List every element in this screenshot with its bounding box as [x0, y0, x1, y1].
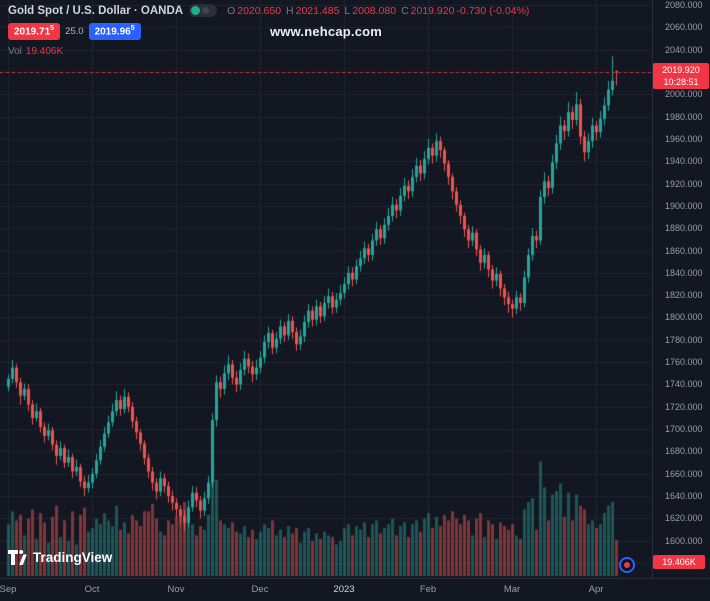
open-value: 2020.650: [237, 4, 282, 17]
toggle-off-dot: [202, 7, 210, 14]
price-tick-label: 1700.000: [665, 424, 703, 435]
tradingview-logo-text: TradingView: [33, 550, 113, 565]
price-tick-label: 1720.000: [665, 401, 703, 412]
series-visibility-toggle[interactable]: [189, 4, 218, 17]
price-tick-label: 1680.000: [665, 446, 703, 457]
price-tick-label: 1660.000: [665, 468, 703, 479]
time-tick-label: 2023: [333, 584, 355, 595]
time-tick-label: Oct: [84, 584, 100, 595]
price-tick-label: 1860.000: [665, 245, 703, 256]
volume-value: 19.406K: [25, 46, 64, 58]
price-tick-label: 1760.000: [665, 357, 703, 368]
price-tick-label: 1640.000: [665, 491, 703, 502]
high-value: 2021.485: [295, 4, 340, 17]
price-tick-label: 2080.000: [665, 0, 703, 10]
price-tick-label: 1820.000: [665, 290, 703, 301]
time-axis[interactable]: Sep Oct Nov Dec 2023 Feb Mar Apr: [0, 578, 710, 601]
low-label: L: [344, 4, 351, 17]
time-tick-label: Apr: [588, 584, 604, 595]
price-tick-label: 2040.000: [665, 44, 703, 55]
price-tick-label: 1620.000: [665, 513, 703, 524]
price-tick-label: 1880.000: [665, 223, 703, 234]
close-label: C: [401, 4, 409, 17]
price-tick-label: 1980.000: [665, 111, 703, 122]
price-tick-label: 1740.000: [665, 379, 703, 390]
price-tick-label: 1940.000: [665, 156, 703, 167]
last-price-tag: 2019.920 10:28:51: [653, 63, 709, 89]
time-tick-label: Nov: [167, 584, 185, 595]
ohlc-values: O 2020.650 H 2021.485 L 2008.080 C 2019.…: [227, 5, 529, 17]
toggle-on-dot: [191, 6, 201, 15]
last-volume-tag: 19.406K: [653, 555, 705, 569]
close-value: 2019.920: [410, 4, 455, 17]
chart-legend: Gold Spot / U.S. Dollar · OANDA O 2020.6…: [8, 4, 529, 57]
price-tick-label: 1600.000: [665, 535, 703, 546]
last-price-value: 2019.920: [662, 65, 700, 75]
time-tick-label: Sep: [0, 584, 17, 595]
broker-status-badge[interactable]: [619, 557, 635, 573]
volume-label: Vol: [8, 46, 22, 58]
price-tick-label: 1840.000: [665, 267, 703, 278]
change-value: -0.730 (-0.04%): [456, 4, 530, 17]
price-tick-label: 1780.000: [665, 334, 703, 345]
time-tick-label: Feb: [419, 584, 437, 595]
watermark: www.nehcap.com: [269, 24, 383, 39]
price-tick-label: 1900.000: [665, 200, 703, 211]
price-tick-label: 2060.000: [665, 22, 703, 33]
price-tick-label: 1960.000: [665, 133, 703, 144]
bar-countdown: 10:28:51: [663, 77, 699, 87]
tradingview-logo[interactable]: TradingView: [8, 550, 112, 565]
tradingview-logo-icon: [8, 550, 27, 565]
high-label: H: [286, 4, 294, 17]
time-tick-label: Mar: [503, 584, 521, 595]
buy-ask-button[interactable]: 2019.965: [88, 23, 141, 41]
spread-value: 25.0: [65, 26, 84, 38]
sell-bid-button[interactable]: 2019.715: [8, 23, 61, 41]
time-tick-label: Dec: [251, 584, 269, 595]
price-tick-label: 1800.000: [665, 312, 703, 323]
low-value: 2008.080: [352, 4, 397, 17]
open-label: O: [227, 4, 236, 17]
price-tick-label: 1920.000: [665, 178, 703, 189]
price-tick-label: 2000.000: [665, 89, 703, 100]
symbol-title: Gold Spot / U.S. Dollar · OANDA: [8, 4, 184, 17]
badge-dot-icon: [624, 562, 630, 568]
